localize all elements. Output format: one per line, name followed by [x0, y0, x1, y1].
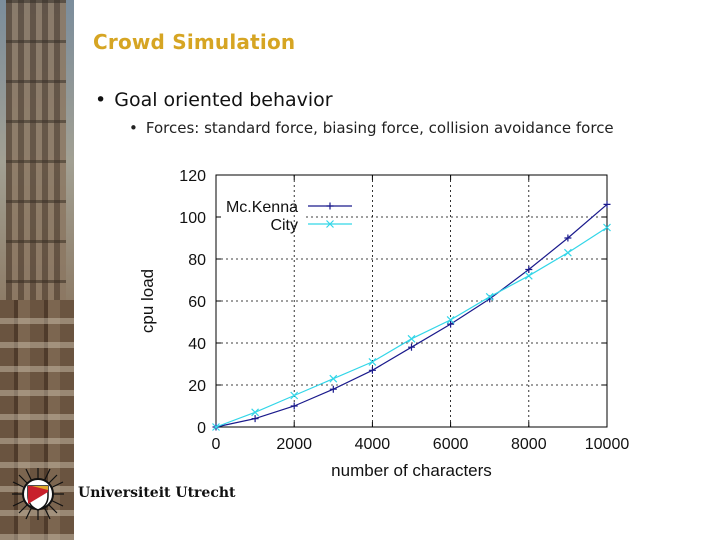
data-point-mc-kenna [368, 366, 376, 374]
data-point-city [368, 357, 377, 366]
university-name: Universiteit Utrecht [78, 485, 236, 501]
data-point-mc-kenna [603, 200, 611, 208]
bullet-dot-icon: • [95, 89, 107, 111]
bullet-text: Goal oriented behavior [114, 89, 333, 111]
bullet-goal-oriented: • Goal oriented behavior [95, 89, 333, 111]
x-tick-label: 8000 [511, 436, 547, 453]
x-tick-label: 0 [212, 436, 221, 453]
y-axis-label: cpu load [138, 269, 157, 333]
y-tick-label: 100 [179, 210, 206, 227]
cathedral-tower [6, 0, 66, 300]
data-point-city [563, 248, 572, 257]
y-tick-label: 20 [188, 378, 206, 395]
data-point-mc-kenna [329, 385, 337, 393]
data-point-city [524, 271, 533, 280]
x-axis-label: number of characters [331, 461, 492, 480]
data-point-city [251, 408, 260, 417]
legend-marker-mc-kenna [326, 202, 334, 210]
axis-ticks: 0 2000 4000 6000 8000 10000 0 20 40 60 80 100 120 [179, 168, 629, 453]
legend-label: Mc.Kenna [226, 199, 298, 216]
y-tick-label: 0 [197, 420, 206, 437]
y-tick-label: 80 [188, 252, 206, 269]
data-point-mc-kenna [251, 415, 259, 423]
university-logo-icon [12, 468, 64, 520]
data-point-city [603, 223, 611, 232]
data-point-city [485, 292, 494, 301]
series-line-city [215, 226, 608, 428]
x-tick-label: 2000 [276, 436, 312, 453]
data-point-mc-kenna [408, 343, 415, 351]
legend-label: City [270, 217, 298, 234]
chart-series [212, 200, 611, 431]
data-point-mc-kenna [525, 266, 533, 273]
x-tick-label: 4000 [355, 436, 391, 453]
data-point-mc-kenna [564, 234, 572, 242]
data-point-mc-kenna [447, 320, 455, 328]
y-tick-label: 60 [188, 294, 206, 311]
data-point-city [212, 423, 220, 431]
series-line-mc-kenna [215, 203, 608, 428]
x-tick-label: 10000 [585, 436, 630, 453]
data-point-city [446, 315, 455, 324]
data-point-mc-kenna [290, 402, 298, 410]
bullet-dot-icon: • [129, 119, 138, 137]
chart-grid [216, 175, 607, 427]
data-point-city [329, 374, 338, 383]
legend-marker-city [326, 220, 334, 228]
sub-bullet-text: Forces: standard force, biasing force, c… [145, 119, 614, 137]
sub-bullet-forces: • Forces: standard force, biasing force, … [129, 119, 614, 137]
x-tick-label: 6000 [433, 436, 469, 453]
slide-title: Crowd Simulation [93, 30, 296, 54]
data-point-city [290, 391, 299, 400]
y-tick-label: 40 [188, 336, 206, 353]
data-point-city [407, 334, 416, 343]
y-tick-label: 120 [179, 168, 206, 185]
